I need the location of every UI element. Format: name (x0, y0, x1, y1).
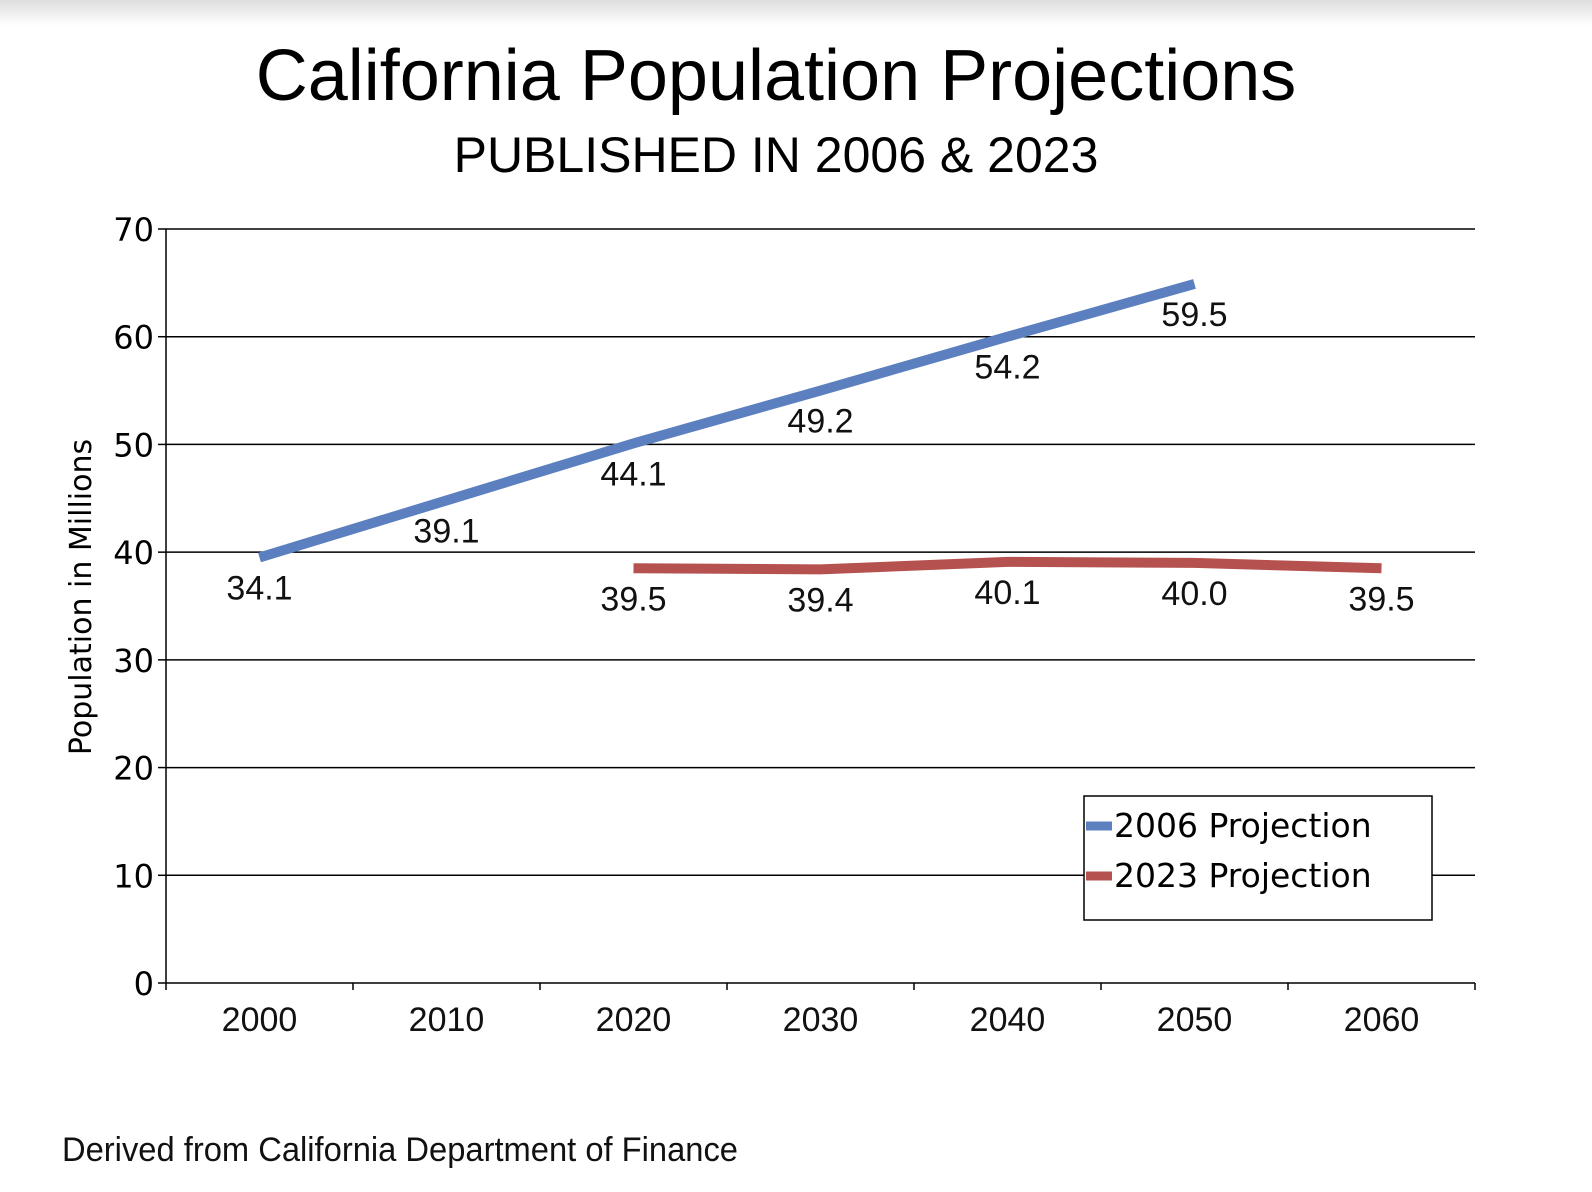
data-label: 54.2 (974, 349, 1040, 387)
source-note: Derived from California Department of Fi… (62, 1131, 738, 1169)
y-tick-label: 70 (113, 211, 154, 249)
x-tick-label: 2040 (970, 1001, 1046, 1039)
data-label: 39.1 (413, 512, 479, 550)
y-tick-label: 50 (113, 426, 154, 464)
x-tick-label: 2010 (409, 1001, 485, 1039)
data-label: 34.1 (226, 570, 292, 608)
y-tick-label: 60 (113, 319, 154, 357)
series-lines (258, 279, 1382, 575)
data-label: 44.1 (600, 455, 666, 493)
y-axis-label: Population in Millions (64, 439, 99, 755)
legend-label: 2023 Projection (1114, 856, 1372, 895)
legend: 2006 Projection 2023 Projection (1083, 795, 1433, 921)
x-tick-label: 2060 (1344, 1001, 1420, 1039)
y-tick-label: 0 (134, 965, 154, 1003)
y-tick-label: 20 (113, 750, 154, 788)
top-shadow-band (0, 0, 1592, 26)
x-tick-label: 2050 (1157, 1001, 1233, 1039)
data-label: 40.0 (1161, 575, 1227, 613)
x-tick-label: 2000 (222, 1001, 298, 1039)
series-line-2 (633, 556, 1382, 575)
legend-box (1083, 795, 1433, 921)
data-labels: 34.1 39.1 44.1 49.2 54.2 59.5 39.5 39.4 40.1 40.0… (226, 296, 1414, 619)
data-label: 39.5 (600, 580, 666, 618)
legend-label: 2006 Projection (1114, 806, 1372, 845)
data-label: 59.5 (1161, 296, 1227, 334)
chart-subtitle: PUBLISHED IN 2006 & 2023 (454, 127, 1099, 183)
x-tick-label: 2030 (783, 1001, 859, 1039)
data-label: 39.4 (787, 581, 853, 619)
data-label: 39.5 (1348, 580, 1414, 618)
data-label: 49.2 (787, 403, 853, 441)
series-line-1 (258, 279, 1196, 563)
y-tick-label: 40 (113, 534, 154, 572)
gridlines (166, 228, 1475, 877)
y-tick-label: 30 (113, 642, 154, 680)
data-label: 40.1 (974, 574, 1040, 612)
chart-title: California Population Projections (256, 36, 1297, 116)
x-tick-label: 2020 (596, 1001, 672, 1039)
y-tick-label: 10 (113, 857, 154, 895)
